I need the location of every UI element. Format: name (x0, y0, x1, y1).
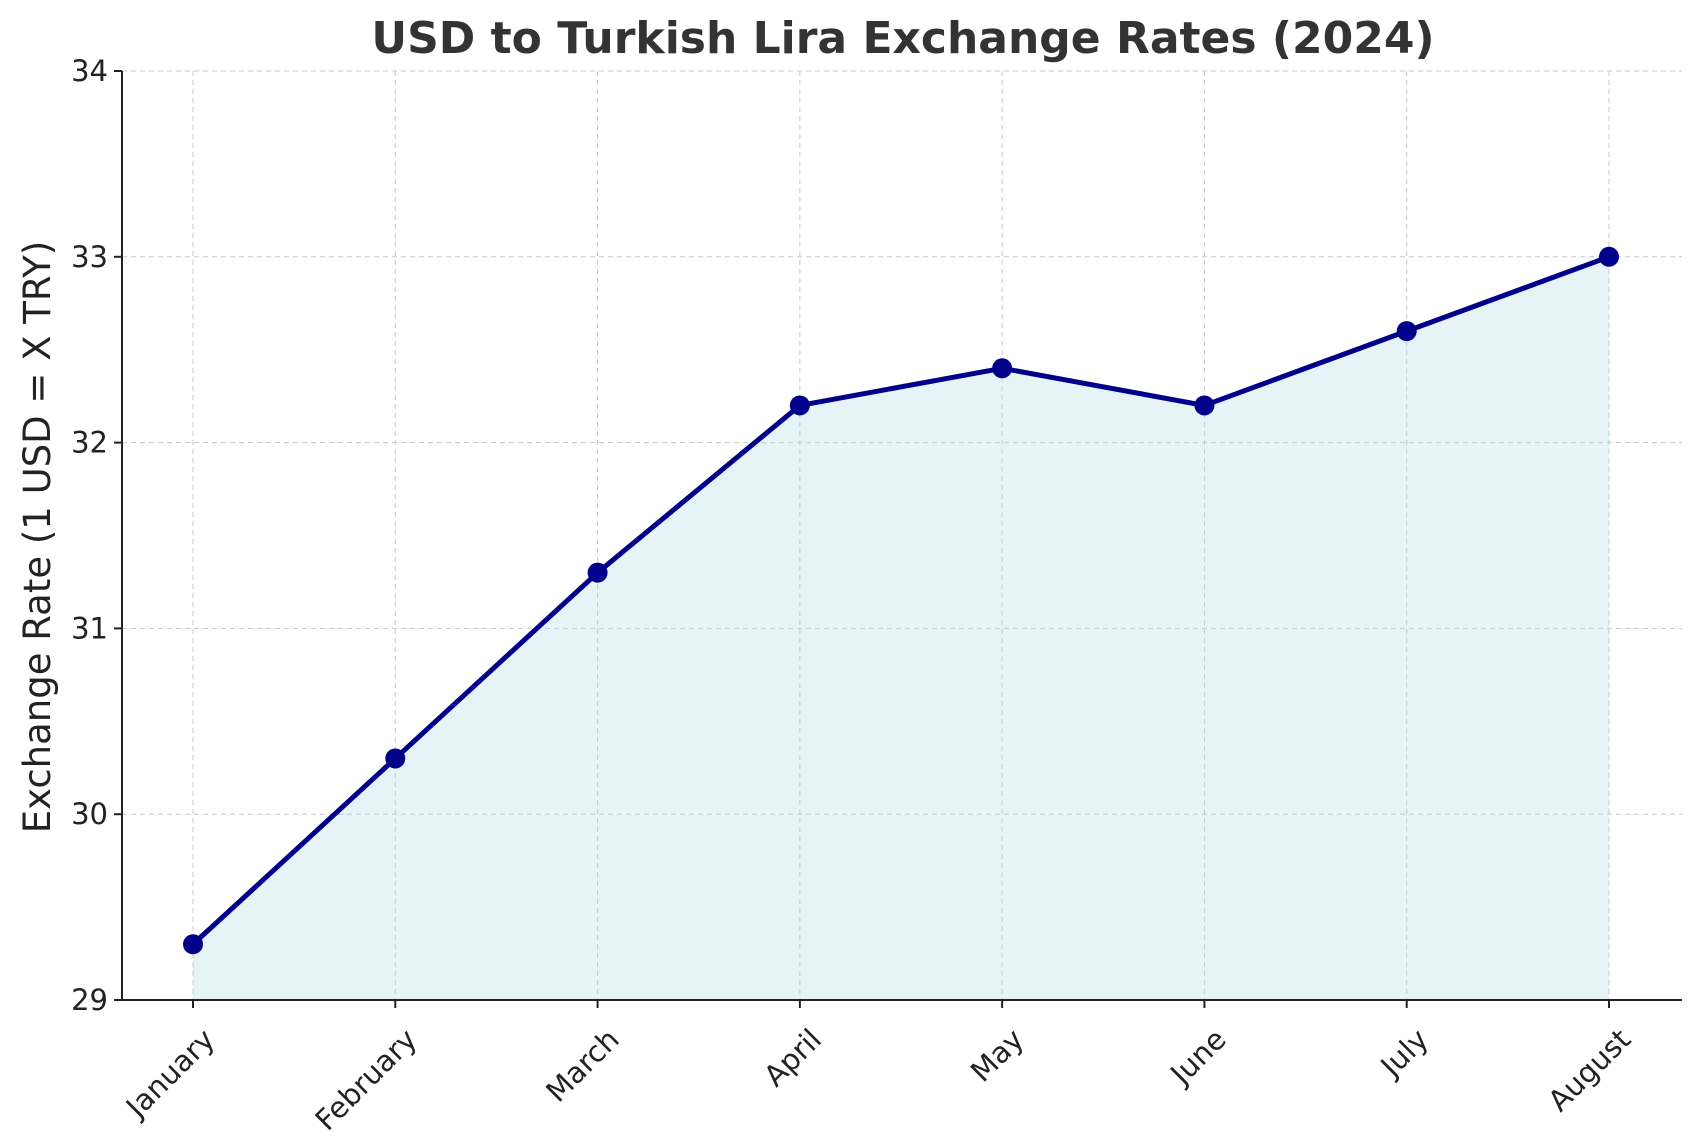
data-point (183, 934, 203, 955)
x-tick-label: February (309, 1022, 424, 1137)
y-tick-label: 32 (71, 426, 108, 460)
data-point (992, 358, 1013, 379)
x-tick-label: January (118, 1022, 221, 1125)
area-layer (193, 256, 1609, 1000)
grid-layer (122, 70, 1682, 1001)
y-axis-label: Exchange Rate (1 USD = X TRY) (16, 241, 59, 834)
x-tick-label: March (539, 1022, 626, 1109)
x-tick-label: June (1163, 1022, 1233, 1092)
data-point (587, 562, 608, 583)
series-line (190, 254, 1612, 947)
data-point (1599, 246, 1619, 267)
y-tick-label: 30 (71, 797, 108, 831)
y-tick-labels: 29 30 31 32 33 34 (71, 54, 108, 1017)
x-tick-label: May (964, 1022, 1030, 1088)
y-tick-label: 33 (71, 240, 108, 274)
data-point (1194, 395, 1215, 416)
area-fill (193, 256, 1609, 1000)
x-tick-labels: January February March April May June July Augu… (118, 1022, 1637, 1137)
x-tick-label: July (1373, 1022, 1435, 1084)
x-tick-label: August (1541, 1022, 1637, 1118)
x-tick-label: April (757, 1022, 828, 1093)
marker-layer (183, 246, 1619, 955)
data-point (789, 395, 810, 416)
y-tick-label: 34 (71, 54, 108, 88)
y-tick-label: 31 (71, 611, 108, 645)
axis-layer (114, 70, 1682, 1008)
line-layer (190, 254, 1612, 947)
chart-title: USD to Turkish Lira Exchange Rates (2024… (371, 13, 1434, 64)
data-point (1396, 321, 1417, 342)
y-tick-label: 29 (71, 983, 108, 1017)
data-point (385, 748, 406, 769)
